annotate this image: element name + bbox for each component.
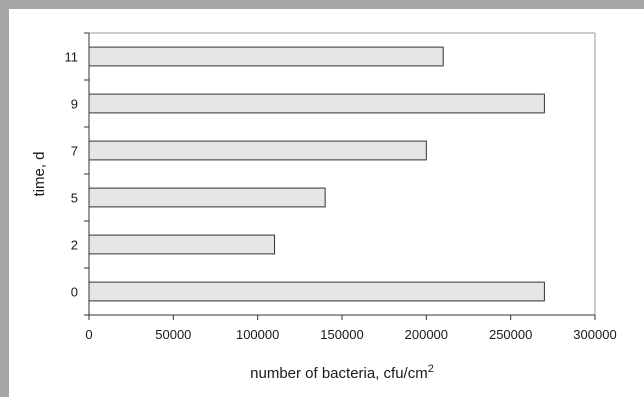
y-axis-title: time, d: [31, 151, 48, 196]
y-tick-label: 0: [71, 285, 78, 300]
x-tick-label: 100000: [236, 327, 279, 342]
x-tick-label: 50000: [155, 327, 191, 342]
x-tick-label: 250000: [489, 327, 532, 342]
x-axis-title-text: number of bacteria, cfu/cm: [250, 365, 428, 382]
y-tick-label: 9: [71, 97, 78, 112]
y-tick-label: 2: [71, 238, 78, 253]
bar-5: [88, 187, 326, 208]
x-axis-title: number of bacteria, cfu/cm2: [250, 363, 434, 382]
y-ticks-group: 0 2 5 7 9 11: [65, 32, 89, 316]
bar-0: [88, 281, 545, 302]
y-tick-label: 5: [71, 191, 78, 206]
x-tick-label: 200000: [405, 327, 448, 342]
bar-2: [88, 234, 276, 255]
bar-7: [88, 140, 427, 161]
x-axis-title-superscript: 2: [428, 363, 434, 375]
y-tick-label: 7: [71, 144, 78, 159]
x-tick-label: 300000: [573, 327, 616, 342]
plot-area: [88, 32, 596, 316]
bar-9: [88, 93, 545, 114]
x-ticks-group: 0 50000 100000 150000 200000 250000 300000: [85, 315, 617, 342]
x-tick-label: 0: [85, 327, 92, 342]
bars-group: [88, 46, 545, 302]
x-tick-label: 150000: [320, 327, 363, 342]
bar-11: [88, 46, 444, 67]
y-tick-label: 11: [65, 50, 79, 65]
